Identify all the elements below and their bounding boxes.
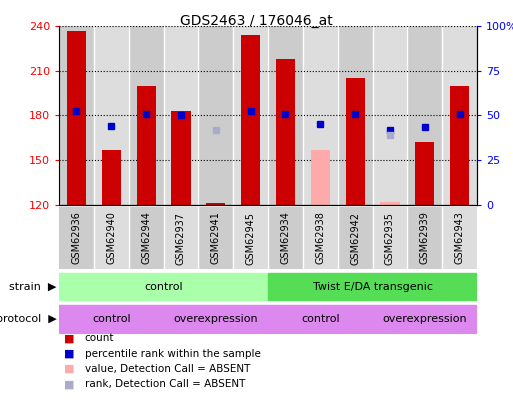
Bar xyxy=(381,202,400,205)
Bar xyxy=(136,86,155,205)
Bar xyxy=(171,111,190,205)
Bar xyxy=(206,203,225,205)
Text: GSM62935: GSM62935 xyxy=(385,211,395,264)
Bar xyxy=(233,207,268,269)
Text: control: control xyxy=(144,281,183,292)
Text: ■: ■ xyxy=(64,333,74,343)
Text: GSM62941: GSM62941 xyxy=(211,211,221,264)
Bar xyxy=(268,26,303,205)
Text: GSM62943: GSM62943 xyxy=(455,211,465,264)
Text: GSM62938: GSM62938 xyxy=(315,211,325,264)
Text: GSM62942: GSM62942 xyxy=(350,211,360,264)
Text: GSM62939: GSM62939 xyxy=(420,211,430,264)
Bar xyxy=(311,149,330,205)
Text: overexpression: overexpression xyxy=(383,314,467,324)
Bar xyxy=(338,207,372,269)
Text: GSM62940: GSM62940 xyxy=(106,211,116,264)
Text: strain  ▶: strain ▶ xyxy=(9,281,56,292)
Text: GSM62936: GSM62936 xyxy=(71,211,82,264)
Text: GSM62934: GSM62934 xyxy=(281,211,290,264)
Text: GSM62944: GSM62944 xyxy=(141,211,151,264)
Bar xyxy=(164,207,199,269)
Bar xyxy=(372,26,407,205)
Bar xyxy=(442,26,477,205)
Bar xyxy=(338,26,372,205)
Bar xyxy=(346,78,365,205)
Text: ■: ■ xyxy=(64,364,74,374)
Bar xyxy=(129,207,164,269)
Bar xyxy=(102,149,121,205)
Bar xyxy=(233,26,268,205)
Text: overexpression: overexpression xyxy=(173,314,258,324)
Bar xyxy=(199,26,233,205)
Bar xyxy=(67,31,86,205)
Bar xyxy=(268,305,372,333)
Bar xyxy=(372,207,407,269)
Bar xyxy=(303,207,338,269)
Bar xyxy=(276,59,295,205)
Bar xyxy=(59,207,94,269)
Text: ■: ■ xyxy=(64,349,74,358)
Bar xyxy=(268,273,477,300)
Bar xyxy=(129,26,164,205)
Text: GSM62937: GSM62937 xyxy=(176,211,186,264)
Bar xyxy=(94,207,129,269)
Text: percentile rank within the sample: percentile rank within the sample xyxy=(85,349,261,358)
Text: ■: ■ xyxy=(64,379,74,389)
Bar xyxy=(59,305,164,333)
Bar xyxy=(199,207,233,269)
Text: count: count xyxy=(85,333,114,343)
Bar xyxy=(372,305,477,333)
Text: Twist E/DA transgenic: Twist E/DA transgenic xyxy=(312,281,432,292)
Text: protocol  ▶: protocol ▶ xyxy=(0,314,56,324)
Bar xyxy=(407,26,442,205)
Text: rank, Detection Call = ABSENT: rank, Detection Call = ABSENT xyxy=(85,379,245,389)
Bar xyxy=(450,86,469,205)
Bar xyxy=(241,35,260,205)
Bar xyxy=(303,26,338,205)
Text: control: control xyxy=(92,314,131,324)
Bar xyxy=(164,305,268,333)
Text: GDS2463 / 176046_at: GDS2463 / 176046_at xyxy=(180,14,333,28)
Bar xyxy=(268,207,303,269)
Bar xyxy=(164,26,199,205)
Text: value, Detection Call = ABSENT: value, Detection Call = ABSENT xyxy=(85,364,250,374)
Text: GSM62945: GSM62945 xyxy=(246,211,255,264)
Bar xyxy=(407,207,442,269)
Text: control: control xyxy=(301,314,340,324)
Bar xyxy=(442,207,477,269)
Bar xyxy=(59,273,268,300)
Bar xyxy=(59,26,94,205)
Bar xyxy=(94,26,129,205)
Bar xyxy=(415,142,435,205)
